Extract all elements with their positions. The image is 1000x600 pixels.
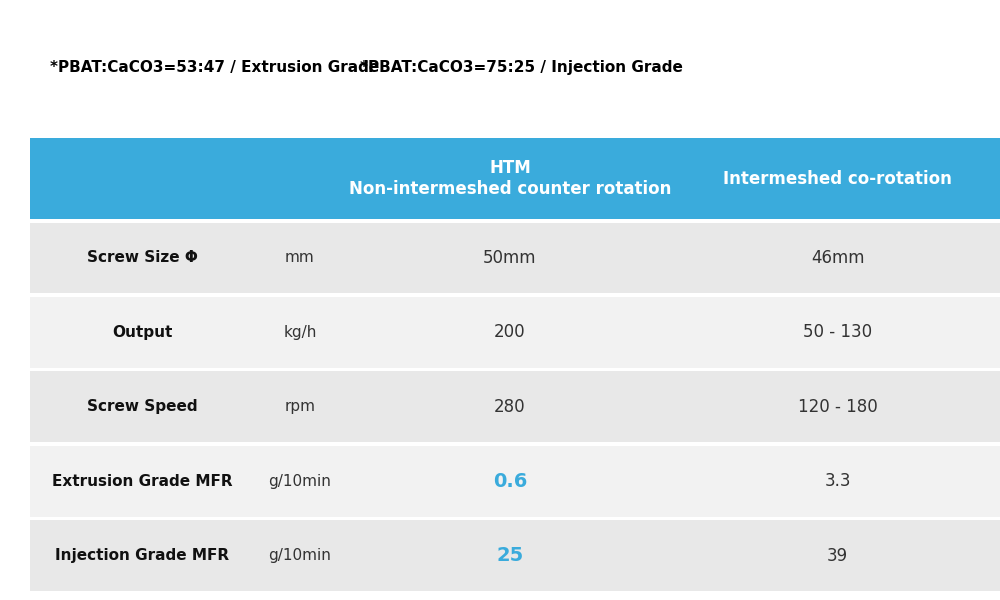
FancyBboxPatch shape [345,446,675,517]
FancyBboxPatch shape [255,446,345,517]
Text: 50 - 130: 50 - 130 [803,323,872,341]
FancyBboxPatch shape [345,223,675,293]
FancyBboxPatch shape [30,371,255,442]
FancyBboxPatch shape [345,138,675,219]
Text: 3.3: 3.3 [824,472,851,490]
Text: 50mm: 50mm [483,249,537,267]
FancyBboxPatch shape [675,223,1000,293]
FancyBboxPatch shape [30,446,255,517]
FancyBboxPatch shape [675,138,1000,219]
FancyBboxPatch shape [255,223,345,293]
FancyBboxPatch shape [255,371,345,442]
Text: *PBAT:CaCO3=53:47 / Extrusion Grade: *PBAT:CaCO3=53:47 / Extrusion Grade [50,60,379,75]
Text: 0.6: 0.6 [493,472,527,491]
Text: mm: mm [285,250,315,265]
Text: 39: 39 [827,547,848,565]
Text: 25: 25 [496,546,524,565]
FancyBboxPatch shape [255,520,345,591]
FancyBboxPatch shape [30,297,255,368]
FancyBboxPatch shape [675,297,1000,368]
FancyBboxPatch shape [345,297,675,368]
Text: Screw Size Φ: Screw Size Φ [87,250,198,265]
Text: Intermeshed co-rotation: Intermeshed co-rotation [723,169,952,187]
Text: HTM
Non-intermeshed counter rotation: HTM Non-intermeshed counter rotation [349,159,671,198]
Text: Screw Speed: Screw Speed [87,400,198,414]
Text: g/10min: g/10min [269,548,331,563]
FancyBboxPatch shape [255,297,345,368]
FancyBboxPatch shape [30,520,255,591]
Text: g/10min: g/10min [269,474,331,488]
Text: Extrusion Grade MFR: Extrusion Grade MFR [52,474,233,488]
FancyBboxPatch shape [30,223,255,293]
Text: 200: 200 [494,323,526,341]
Text: *PBAT:CaCO3=75:25 / Injection Grade: *PBAT:CaCO3=75:25 / Injection Grade [360,60,683,75]
FancyBboxPatch shape [255,138,345,219]
FancyBboxPatch shape [675,446,1000,517]
FancyBboxPatch shape [30,138,255,219]
Text: Output: Output [112,325,173,340]
FancyBboxPatch shape [345,520,675,591]
Text: 280: 280 [494,398,526,416]
Text: rpm: rpm [285,400,316,414]
FancyBboxPatch shape [675,371,1000,442]
Text: 46mm: 46mm [811,249,864,267]
FancyBboxPatch shape [675,520,1000,591]
FancyBboxPatch shape [345,371,675,442]
Text: kg/h: kg/h [283,325,317,340]
Text: 120 - 180: 120 - 180 [798,398,877,416]
Text: Injection Grade MFR: Injection Grade MFR [55,548,230,563]
